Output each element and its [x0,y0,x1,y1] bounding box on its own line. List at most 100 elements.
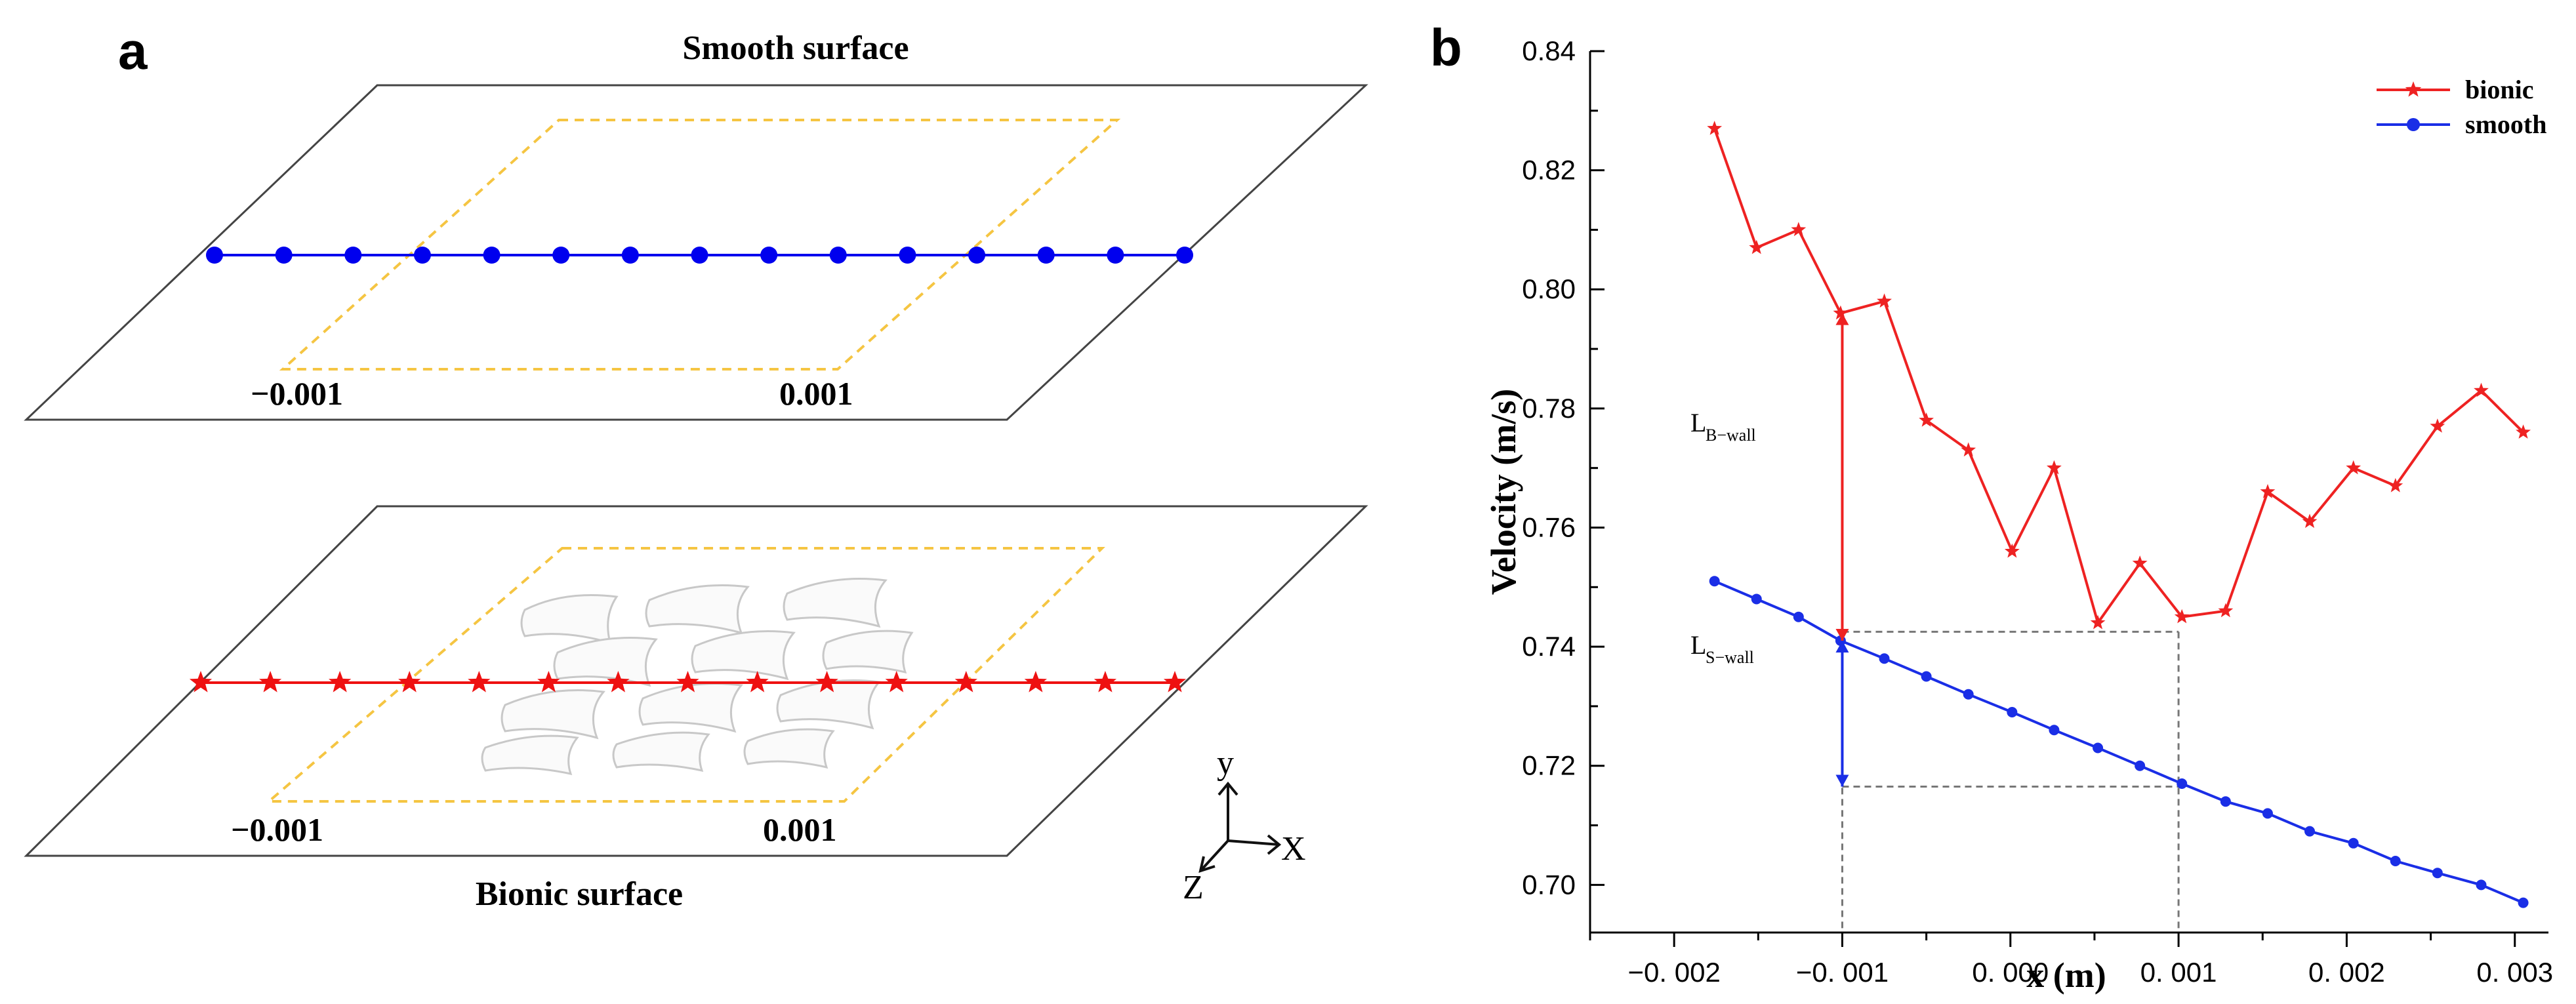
bionic-point [2388,477,2403,492]
smooth-probe-marker [552,247,570,264]
axis-z-label: Z [1183,869,1204,906]
reference-lines [1841,630,2180,933]
smooth-point [1751,593,1762,605]
bionic-probe-marker [398,671,421,693]
legend-bionic-marker [2405,81,2422,97]
smooth-probe-markers [206,247,1193,264]
x-axis-title: x (m) [2026,955,2106,995]
smooth-point [1709,576,1720,587]
bionic-probe-marker [259,671,282,693]
bionic-point [2174,609,2190,624]
legend-smooth-marker [2407,118,2420,131]
bionic-point [2474,382,2489,397]
annotation-layer: L B−wall L S−wall [1690,313,1849,787]
bionic-point [2218,603,2234,618]
y-tick-label: 0.82 [1522,155,1576,186]
bionic-point [2430,418,2445,433]
y-tick-label: 0.70 [1522,869,1576,900]
annotation-arrowhead-up [1835,641,1849,653]
smooth-point [2390,856,2401,867]
annotation-s-sub: S−wall [1706,648,1754,667]
smooth-point [2348,837,2359,849]
smooth-probe-marker [344,247,362,264]
smooth-probe-marker [899,247,916,264]
panel-a: a Smooth surface −0.001 0.001 [24,22,1368,913]
annotation-arrowhead-up [1835,313,1849,325]
axis-y-label: y [1217,744,1234,782]
bionic-point [1833,305,1849,320]
smooth-probe-marker [691,247,708,264]
smooth-point [2177,778,2188,789]
x-tick-label: 0. 003 [2476,957,2553,988]
smooth-refined-region [279,119,1121,371]
panel-a-letter: a [118,22,148,80]
y-axis-title: Velocity (m/s) [1484,389,1523,595]
bionic-point [2516,424,2531,439]
y-tick-label: 0.78 [1522,393,1576,424]
x-axis-ticks: −0. 002 −0. 001 0. 000 0. 001 0. 002 0. 003 [1589,933,2553,988]
bionic-point [2260,484,2276,498]
smooth-probe-marker [1176,247,1193,264]
annotation-arrowhead-down [1835,629,1849,641]
bionic-point [1919,412,1934,427]
bionic-series-line [1713,128,2525,626]
bionic-probe-marker [746,671,769,693]
smooth-point [2476,879,2487,891]
bionic-point [2346,460,2361,475]
bionic-point [1791,222,1807,237]
velocity-chart: 0.70 0.72 0.74 0.76 0.78 0.80 0.82 0.84 −0. 002… [1484,35,2553,995]
series-layer [1707,121,2531,908]
bionic-surface-diagram: −0.001 0.001 Bionic surface [24,505,1368,913]
bionic-point [2132,555,2148,570]
smooth-probe-marker [1037,247,1055,264]
smooth-point [2262,808,2273,819]
bionic-probe-marker [815,671,838,693]
bionic-left-label: −0.001 [231,811,323,848]
legend-smooth-label: smooth [2465,110,2546,139]
y-tick-label: 0.74 [1522,631,1576,662]
bionic-point [2047,460,2062,475]
bionic-probe-marker [1024,671,1047,693]
x-tick-label: −0. 002 [1628,957,1721,988]
y-tick-label: 0.76 [1522,512,1576,542]
y-tick-label: 0.72 [1522,750,1576,781]
smooth-probe-marker [413,247,431,264]
bionic-probe-marker [607,671,630,693]
bionic-probe-marker [468,671,491,693]
y-tick-label: 0.84 [1522,35,1576,66]
bionic-probe-marker [537,671,560,693]
bionic-probe-marker [1094,671,1116,693]
smooth-point [1921,671,1932,682]
smooth-point [2049,725,2060,736]
bionic-point [1707,121,1723,135]
smooth-probe-marker [968,247,986,264]
y-tick-label: 0.80 [1522,273,1576,304]
bionic-probe-marker [329,671,352,693]
bionic-refined-region [265,547,1105,803]
smooth-probe-marker [621,247,639,264]
smooth-probe-marker [1107,247,1124,264]
smooth-point [2135,760,2146,771]
bionic-probe-marker [954,671,977,693]
x-tick-label: −0. 001 [1796,957,1889,988]
legend-bionic-label: bionic [2465,75,2533,104]
bionic-probe-marker [676,671,699,693]
smooth-probe-marker [206,247,223,264]
bionic-plate [24,505,1368,857]
bionic-surface-title: Bionic surface [476,875,683,913]
y-axis-ticks: 0.70 0.72 0.74 0.76 0.78 0.80 0.82 0.84 [1522,35,1605,900]
smooth-probe-marker [829,247,847,264]
bionic-point [1749,239,1765,254]
axis-x-label: X [1281,830,1306,868]
smooth-point [1879,653,1890,664]
smooth-left-label: −0.001 [251,375,343,412]
bionic-point [2004,543,2020,558]
smooth-point [2220,796,2231,807]
x-tick-label: 0. 002 [2308,957,2385,988]
bionic-right-label: 0.001 [763,811,837,848]
annotation-s-main: L [1690,630,1706,660]
smooth-point [2093,742,2104,753]
smooth-point [2518,897,2529,908]
smooth-point [2432,868,2443,879]
